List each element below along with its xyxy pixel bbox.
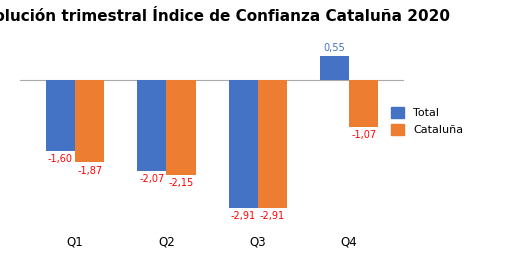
Bar <box>46 80 75 151</box>
Text: -2,07: -2,07 <box>139 174 165 184</box>
Bar <box>75 80 104 162</box>
Text: 0,55: 0,55 <box>324 43 345 53</box>
Bar <box>229 80 258 208</box>
Text: -1,60: -1,60 <box>48 154 73 164</box>
Bar <box>320 56 349 80</box>
Legend: Total, Cataluña: Total, Cataluña <box>386 102 468 140</box>
Text: -2,91: -2,91 <box>231 211 256 221</box>
Bar <box>258 80 287 208</box>
Text: -2,91: -2,91 <box>260 211 285 221</box>
Text: -2,15: -2,15 <box>168 178 193 188</box>
Bar <box>167 80 195 175</box>
Bar <box>137 80 167 171</box>
Title: Evolución trimestral Índice de Confianza Cataluña 2020: Evolución trimestral Índice de Confianza… <box>0 9 450 24</box>
Bar <box>349 80 378 127</box>
Text: -1,07: -1,07 <box>351 130 376 140</box>
Text: -1,87: -1,87 <box>77 166 102 175</box>
